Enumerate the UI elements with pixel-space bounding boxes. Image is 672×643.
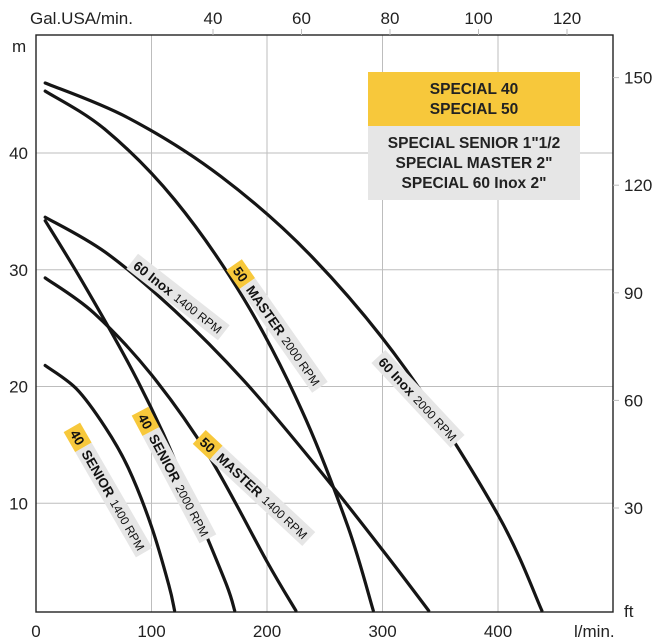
label-rpm-text: 2000 RPM [410, 393, 459, 444]
y-tick-label: 40 [9, 144, 28, 163]
secondary-y-tick-label: 120 [624, 176, 652, 195]
label-badge-box [131, 406, 160, 437]
label-badge-text: 40 [135, 411, 155, 431]
curve-series-6 [43, 81, 544, 613]
label-box [209, 445, 316, 547]
label-box [371, 350, 465, 448]
x-tick-label: 0 [31, 622, 40, 641]
secondary-x-axis-title: Gal.USA/min. [30, 9, 133, 28]
secondary-x-tick-label: 80 [381, 9, 400, 28]
x-tick-label: 200 [253, 622, 281, 641]
label-box [142, 427, 217, 544]
label-badge-box [192, 429, 223, 460]
label-badge-box [63, 422, 92, 453]
label-badge-text: 50 [230, 264, 251, 285]
x-tick-label: 100 [137, 622, 165, 641]
axis-layer: Gal.USA/min. m ft l/min. 0 100 200 300 400 10… [9, 9, 652, 641]
legend-highlight-box [368, 72, 580, 126]
secondary-x-tick-label: 120 [553, 9, 581, 28]
y-axis-title: m [12, 37, 26, 56]
curve-series-1 [43, 363, 177, 613]
secondary-y-tick-label: 60 [624, 391, 643, 410]
secondary-x-tick-label: 40 [204, 9, 223, 28]
legend-item: SPECIAL SENIOR 1"1/2 [388, 135, 560, 152]
legend: SPECIAL 40 SPECIAL 50 SPECIAL SENIOR 1"1/2… [368, 72, 580, 200]
secondary-x-tick-label: 100 [464, 9, 492, 28]
legend-item: SPECIAL MASTER 2" [396, 155, 553, 172]
x-tick-label: 300 [368, 622, 396, 641]
label-badge-box [226, 259, 256, 289]
secondary-y-tick-label: 150 [624, 69, 652, 88]
x-axis-title: l/min. [574, 622, 615, 641]
label-box [75, 442, 153, 558]
x-tick-label: 400 [484, 622, 512, 641]
label-badge-text: 50 [197, 435, 218, 456]
secondary-x-tick-label: 60 [292, 9, 311, 28]
curve-series-4 [43, 215, 431, 613]
label-badge-text: 40 [67, 427, 88, 448]
label-rpm-text: 2000 RPM [279, 334, 323, 388]
label-box [126, 253, 230, 341]
legend-box [368, 126, 580, 200]
legend-item: SPECIAL 60 Inox 2" [402, 175, 547, 192]
curve-series-3 [43, 276, 298, 613]
y-tick-label: 10 [9, 494, 28, 513]
legend-item-highlighted: SPECIAL 40 [430, 81, 518, 98]
curve-series-5 [43, 89, 375, 613]
y-tick-label: 30 [9, 261, 28, 280]
secondary-y-tick-label: 30 [624, 499, 643, 518]
label-box [239, 278, 328, 393]
legend-item-highlighted: SPECIAL 50 [430, 101, 518, 118]
secondary-y-axis-title: ft [624, 602, 634, 621]
curve-layer [43, 81, 544, 613]
plot-frame [35, 34, 614, 613]
secondary-y-tick-label: 90 [624, 284, 643, 303]
curve-series-2 [43, 219, 237, 613]
y-tick-label: 20 [9, 378, 28, 397]
